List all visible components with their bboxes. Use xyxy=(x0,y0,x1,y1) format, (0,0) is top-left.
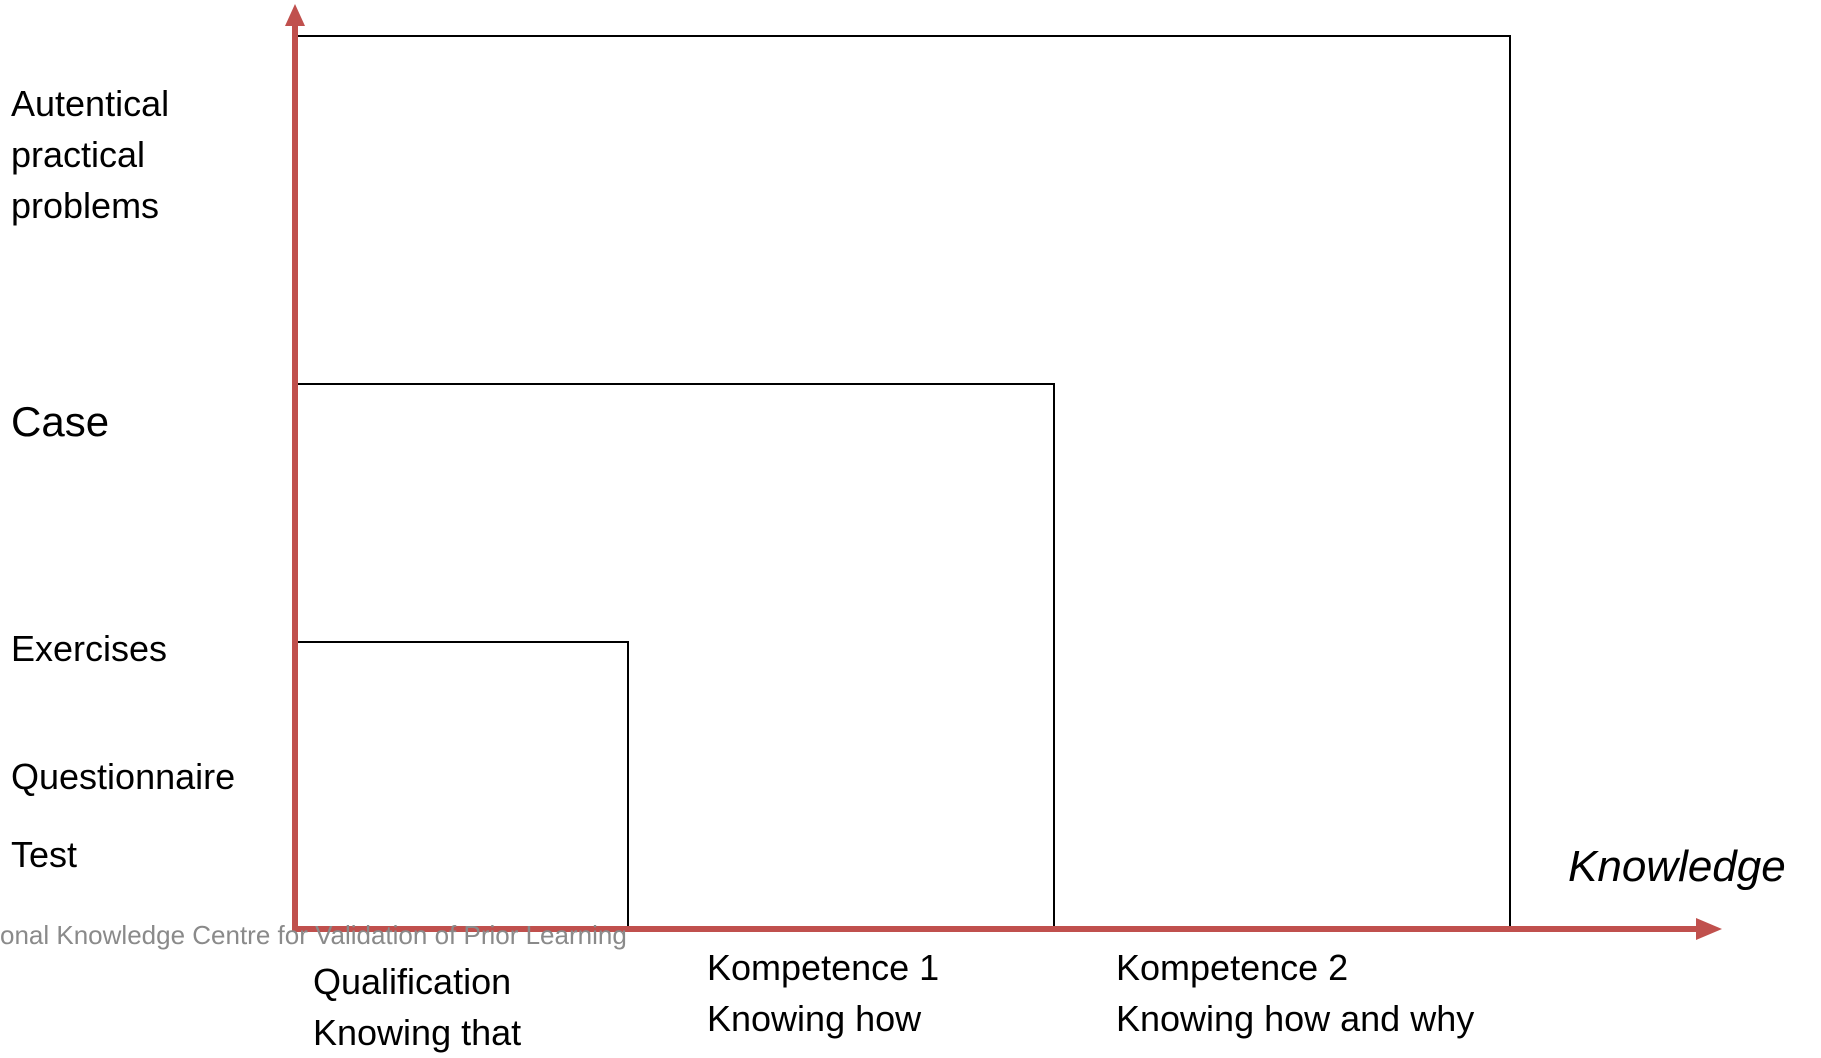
y-label-test: Test xyxy=(11,834,78,875)
column-label-kompetence-2-line-2: Knowing how and why xyxy=(1116,998,1475,1039)
column-label-kompetence-1-line-1: Kompetence 1 xyxy=(707,947,940,988)
y-label-authentic-line-1: Autentical xyxy=(11,83,170,124)
column-label-qualification-line-2: Knowing that xyxy=(313,1012,522,1053)
column-label-kompetence-2: Kompetence 2 Knowing how and why xyxy=(1116,942,1474,1044)
column-label-kompetence-1-line-2: Knowing how xyxy=(707,998,922,1039)
y-label-exercises: Exercises xyxy=(11,628,168,669)
box-authentic-problems xyxy=(295,35,1511,929)
y-label-authentic-line-3: problems xyxy=(11,185,160,226)
column-label-qualification: Qualification Knowing that xyxy=(313,956,521,1058)
column-label-kompetence-2-line-1: Kompetence 2 xyxy=(1116,947,1349,988)
column-label-qualification-line-1: Qualification xyxy=(313,961,512,1002)
box-case xyxy=(295,383,1055,929)
y-label-case: Case xyxy=(11,398,110,445)
x-axis-label: Knowledge xyxy=(1568,842,1786,891)
y-label-authentic: Autentical practical problems xyxy=(11,78,169,231)
column-label-kompetence-1: Kompetence 1 Knowing how xyxy=(707,942,939,1044)
y-label-authentic-line-2: practical xyxy=(11,134,146,175)
footer-text: onal Knowledge Centre for Validation of … xyxy=(0,920,627,950)
y-label-questionnaire: Questionnaire xyxy=(11,756,236,797)
box-exercises xyxy=(295,641,629,929)
x-axis-arrowhead xyxy=(1696,918,1722,940)
y-axis-arrowhead xyxy=(285,4,305,26)
